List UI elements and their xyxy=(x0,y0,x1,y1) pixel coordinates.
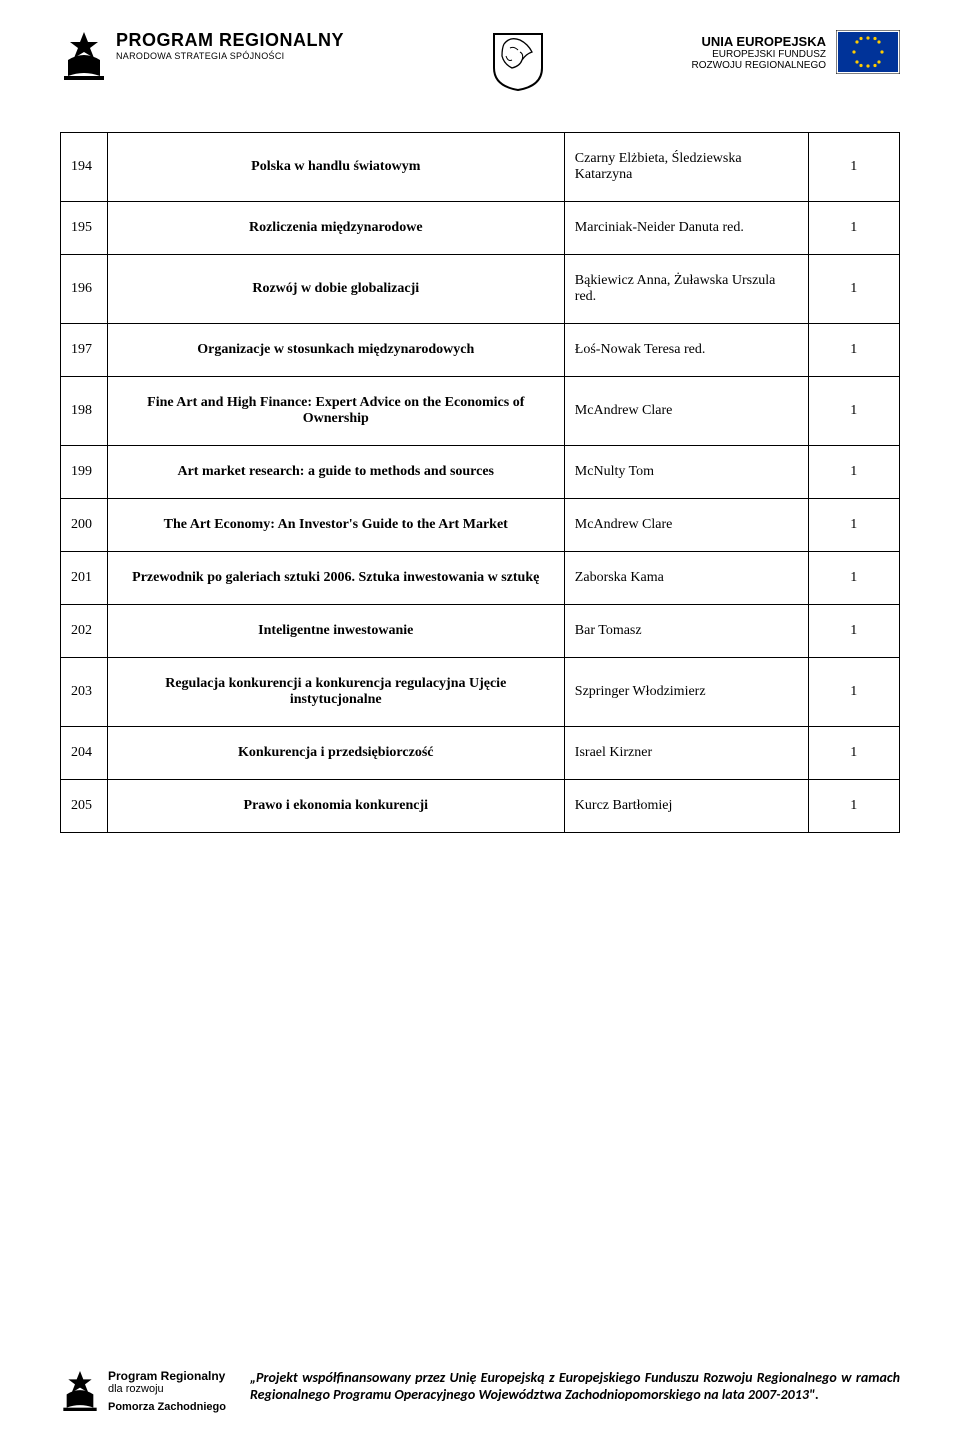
table-row: 200The Art Economy: An Investor's Guide … xyxy=(61,499,900,552)
row-number: 204 xyxy=(61,727,108,780)
row-qty: 1 xyxy=(808,324,899,377)
griffin-crest-icon xyxy=(490,30,546,92)
footer-line2: dla rozwoju xyxy=(108,1383,226,1395)
row-author: Israel Kirzner xyxy=(564,727,808,780)
row-qty: 1 xyxy=(808,202,899,255)
row-title: Konkurencja i przedsiębiorczość xyxy=(107,727,564,780)
row-title: The Art Economy: An Investor's Guide to … xyxy=(107,499,564,552)
table-row: 198Fine Art and High Finance: Expert Adv… xyxy=(61,377,900,446)
program-title: PROGRAM REGIONALNY xyxy=(116,30,344,51)
page-footer: Program Regionalny dla rozwoju Pomorza Z… xyxy=(60,1369,900,1413)
table-row: 197Organizacje w stosunkach międzynarodo… xyxy=(61,324,900,377)
row-title: Prawo i ekonomia konkurencji xyxy=(107,780,564,833)
table-row: 195Rozliczenia międzynarodoweMarciniak-N… xyxy=(61,202,900,255)
table-row: 202Inteligentne inwestowanieBar Tomasz1 xyxy=(61,605,900,658)
row-number: 199 xyxy=(61,446,108,499)
row-author: McAndrew Clare xyxy=(564,377,808,446)
header-center-crest xyxy=(490,30,546,92)
eu-flag-icon xyxy=(836,30,900,74)
row-title: Fine Art and High Finance: Expert Advice… xyxy=(107,377,564,446)
row-title: Art market research: a guide to methods … xyxy=(107,446,564,499)
row-author: Marciniak-Neider Danuta red. xyxy=(564,202,808,255)
row-number: 195 xyxy=(61,202,108,255)
row-number: 198 xyxy=(61,377,108,446)
table-row: 194Polska w handlu światowymCzarny Elżbi… xyxy=(61,133,900,202)
row-author: Czarny Elżbieta, Śledziewska Katarzyna xyxy=(564,133,808,202)
header-left-logo-block: PROGRAM REGIONALNY NARODOWA STRATEGIA SP… xyxy=(60,30,344,82)
row-title: Inteligentne inwestowanie xyxy=(107,605,564,658)
table-row: 196Rozwój w dobie globalizacjiBąkiewicz … xyxy=(61,255,900,324)
table-row: 203Regulacja konkurencji a konkurencja r… xyxy=(61,658,900,727)
row-qty: 1 xyxy=(808,605,899,658)
row-title: Regulacja konkurencji a konkurencja regu… xyxy=(107,658,564,727)
row-qty: 1 xyxy=(808,658,899,727)
row-number: 202 xyxy=(61,605,108,658)
row-qty: 1 xyxy=(808,499,899,552)
eu-line1: UNIA EUROPEJSKA xyxy=(702,34,826,49)
footer-program-icon xyxy=(60,1369,100,1413)
row-title: Rozwój w dobie globalizacji xyxy=(107,255,564,324)
row-author: Bąkiewicz Anna, Żuławska Urszula red. xyxy=(564,255,808,324)
table-row: 199Art market research: a guide to metho… xyxy=(61,446,900,499)
row-title: Organizacje w stosunkach międzynarodowyc… xyxy=(107,324,564,377)
eu-text: UNIA EUROPEJSKA EUROPEJSKI FUNDUSZ ROZWO… xyxy=(692,34,826,71)
eu-line2: EUROPEJSKI FUNDUSZ xyxy=(712,49,826,60)
row-qty: 1 xyxy=(808,446,899,499)
program-subtitle: NARODOWA STRATEGIA SPÓJNOŚCI xyxy=(116,51,344,61)
row-number: 196 xyxy=(61,255,108,324)
row-author: Bar Tomasz xyxy=(564,605,808,658)
row-author: Łoś-Nowak Teresa red. xyxy=(564,324,808,377)
page-header: PROGRAM REGIONALNY NARODOWA STRATEGIA SP… xyxy=(60,30,900,92)
row-qty: 1 xyxy=(808,727,899,780)
row-qty: 1 xyxy=(808,552,899,605)
row-title: Rozliczenia międzynarodowe xyxy=(107,202,564,255)
row-qty: 1 xyxy=(808,133,899,202)
row-qty: 1 xyxy=(808,255,899,324)
table-row: 205Prawo i ekonomia konkurencjiKurcz Bar… xyxy=(61,780,900,833)
eu-line3: ROZWOJU REGIONALNEGO xyxy=(692,60,826,71)
row-qty: 1 xyxy=(808,780,899,833)
row-author: Zaborska Kama xyxy=(564,552,808,605)
row-number: 200 xyxy=(61,499,108,552)
table-row: 201Przewodnik po galeriach sztuki 2006. … xyxy=(61,552,900,605)
row-author: Szpringer Włodzimierz xyxy=(564,658,808,727)
row-title: Polska w handlu światowym xyxy=(107,133,564,202)
program-text: PROGRAM REGIONALNY NARODOWA STRATEGIA SP… xyxy=(116,30,344,61)
row-author: McNulty Tom xyxy=(564,446,808,499)
program-logo-icon xyxy=(60,30,108,82)
row-number: 205 xyxy=(61,780,108,833)
footer-line1: Program Regionalny xyxy=(108,1369,226,1383)
book-list-table: 194Polska w handlu światowymCzarny Elżbi… xyxy=(60,132,900,833)
row-number: 203 xyxy=(61,658,108,727)
row-number: 197 xyxy=(61,324,108,377)
footer-logo-block: Program Regionalny dla rozwoju Pomorza Z… xyxy=(60,1369,226,1413)
footer-logo-text: Program Regionalny dla rozwoju Pomorza Z… xyxy=(108,1369,226,1413)
row-author: McAndrew Clare xyxy=(564,499,808,552)
table-row: 204Konkurencja i przedsiębiorczośćIsrael… xyxy=(61,727,900,780)
footer-line3: Pomorza Zachodniego xyxy=(108,1401,226,1413)
row-qty: 1 xyxy=(808,377,899,446)
header-right-eu-block: UNIA EUROPEJSKA EUROPEJSKI FUNDUSZ ROZWO… xyxy=(692,30,900,74)
row-number: 201 xyxy=(61,552,108,605)
row-number: 194 xyxy=(61,133,108,202)
footer-description: „Projekt współfinansowany przez Unię Eur… xyxy=(250,1369,900,1403)
row-title: Przewodnik po galeriach sztuki 2006. Szt… xyxy=(107,552,564,605)
row-author: Kurcz Bartłomiej xyxy=(564,780,808,833)
